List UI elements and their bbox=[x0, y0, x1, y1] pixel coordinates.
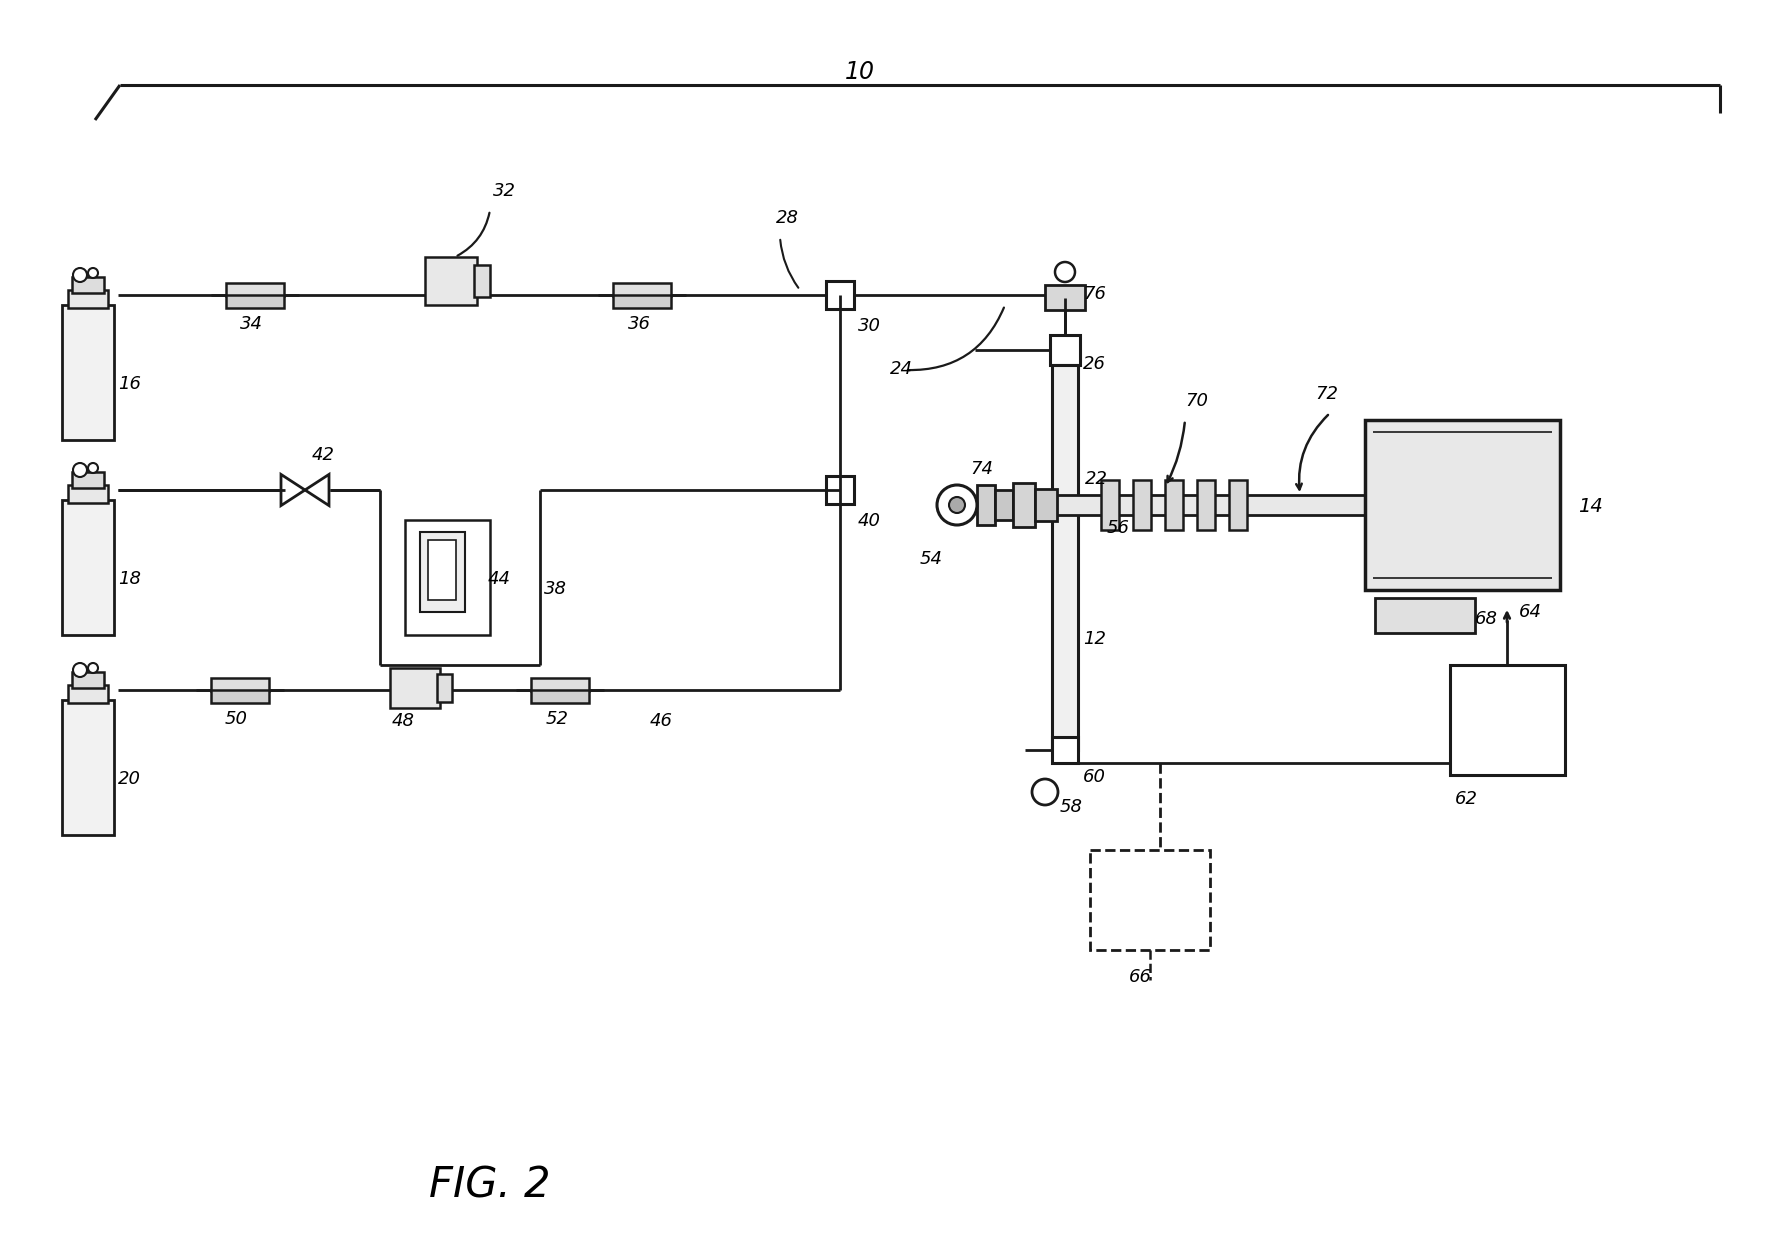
Bar bbox=[227, 282, 283, 296]
Text: 22: 22 bbox=[1085, 470, 1108, 488]
Text: 48: 48 bbox=[391, 712, 414, 730]
Bar bbox=[389, 668, 441, 707]
Bar bbox=[1197, 480, 1214, 530]
Bar bbox=[67, 290, 108, 308]
Text: 44: 44 bbox=[489, 570, 512, 588]
Bar bbox=[62, 305, 113, 440]
Bar bbox=[531, 678, 589, 691]
Text: 12: 12 bbox=[1083, 630, 1106, 648]
Bar bbox=[1133, 480, 1150, 530]
Bar bbox=[67, 485, 108, 502]
Circle shape bbox=[73, 462, 87, 478]
Bar bbox=[612, 282, 671, 296]
Bar bbox=[1228, 480, 1248, 530]
Bar bbox=[211, 678, 269, 691]
Text: 72: 72 bbox=[1315, 385, 1338, 402]
Text: 10: 10 bbox=[844, 60, 874, 84]
Text: 54: 54 bbox=[920, 550, 943, 568]
Bar bbox=[73, 472, 104, 488]
Text: 40: 40 bbox=[858, 512, 881, 530]
Text: 46: 46 bbox=[650, 712, 673, 730]
Text: 34: 34 bbox=[241, 315, 264, 332]
Bar bbox=[437, 674, 451, 702]
Text: 60: 60 bbox=[1083, 768, 1106, 786]
Text: 14: 14 bbox=[1579, 498, 1604, 516]
Text: 76: 76 bbox=[1083, 285, 1106, 302]
Bar bbox=[1450, 665, 1565, 775]
Text: 56: 56 bbox=[1106, 519, 1129, 538]
Bar bbox=[419, 532, 466, 612]
Text: 70: 70 bbox=[1184, 392, 1207, 410]
Text: 38: 38 bbox=[543, 580, 566, 598]
Text: 50: 50 bbox=[225, 710, 248, 727]
Bar bbox=[1050, 335, 1080, 365]
Bar bbox=[1090, 850, 1211, 950]
Circle shape bbox=[1055, 262, 1074, 282]
Bar bbox=[612, 295, 671, 308]
Circle shape bbox=[949, 498, 965, 512]
Text: 68: 68 bbox=[1474, 610, 1497, 628]
Bar bbox=[1044, 285, 1085, 310]
Bar bbox=[1051, 738, 1078, 762]
Circle shape bbox=[73, 662, 87, 678]
Bar bbox=[425, 258, 476, 305]
Text: 62: 62 bbox=[1455, 790, 1478, 808]
Text: 24: 24 bbox=[890, 360, 913, 378]
Text: 52: 52 bbox=[545, 710, 568, 727]
Circle shape bbox=[936, 485, 977, 525]
Text: 20: 20 bbox=[119, 770, 142, 788]
Bar bbox=[474, 265, 490, 298]
Bar bbox=[827, 476, 853, 504]
Bar bbox=[405, 520, 490, 635]
Text: 30: 30 bbox=[858, 318, 881, 335]
Bar bbox=[827, 281, 853, 309]
Text: FIG. 2: FIG. 2 bbox=[430, 1165, 550, 1208]
Bar bbox=[67, 685, 108, 702]
Text: 36: 36 bbox=[628, 315, 651, 332]
Circle shape bbox=[88, 662, 97, 672]
Bar bbox=[1051, 365, 1078, 750]
Text: 64: 64 bbox=[1519, 602, 1542, 621]
Bar bbox=[1012, 482, 1035, 528]
Circle shape bbox=[73, 268, 87, 282]
Bar bbox=[211, 690, 269, 703]
Bar bbox=[995, 490, 1012, 520]
Circle shape bbox=[88, 268, 97, 278]
Circle shape bbox=[1032, 779, 1058, 805]
Text: 16: 16 bbox=[119, 375, 142, 392]
Text: 66: 66 bbox=[1129, 968, 1152, 986]
Bar bbox=[1035, 489, 1057, 521]
Circle shape bbox=[88, 462, 97, 472]
Bar bbox=[227, 295, 283, 308]
Text: 74: 74 bbox=[970, 460, 993, 478]
Text: 28: 28 bbox=[775, 209, 798, 227]
Text: 32: 32 bbox=[494, 182, 517, 200]
Bar bbox=[1165, 480, 1182, 530]
Bar bbox=[73, 278, 104, 292]
Bar bbox=[62, 700, 113, 835]
Bar bbox=[1101, 480, 1119, 530]
Text: 26: 26 bbox=[1083, 355, 1106, 372]
Text: 42: 42 bbox=[312, 446, 335, 464]
Bar bbox=[1375, 598, 1474, 632]
Bar bbox=[73, 672, 104, 688]
Bar bbox=[1012, 495, 1365, 515]
Bar bbox=[977, 485, 995, 525]
Bar bbox=[428, 540, 457, 600]
Text: 18: 18 bbox=[119, 570, 142, 588]
Bar bbox=[531, 690, 589, 703]
Text: 58: 58 bbox=[1060, 798, 1083, 816]
Bar bbox=[62, 500, 113, 635]
Bar bbox=[1365, 420, 1559, 590]
